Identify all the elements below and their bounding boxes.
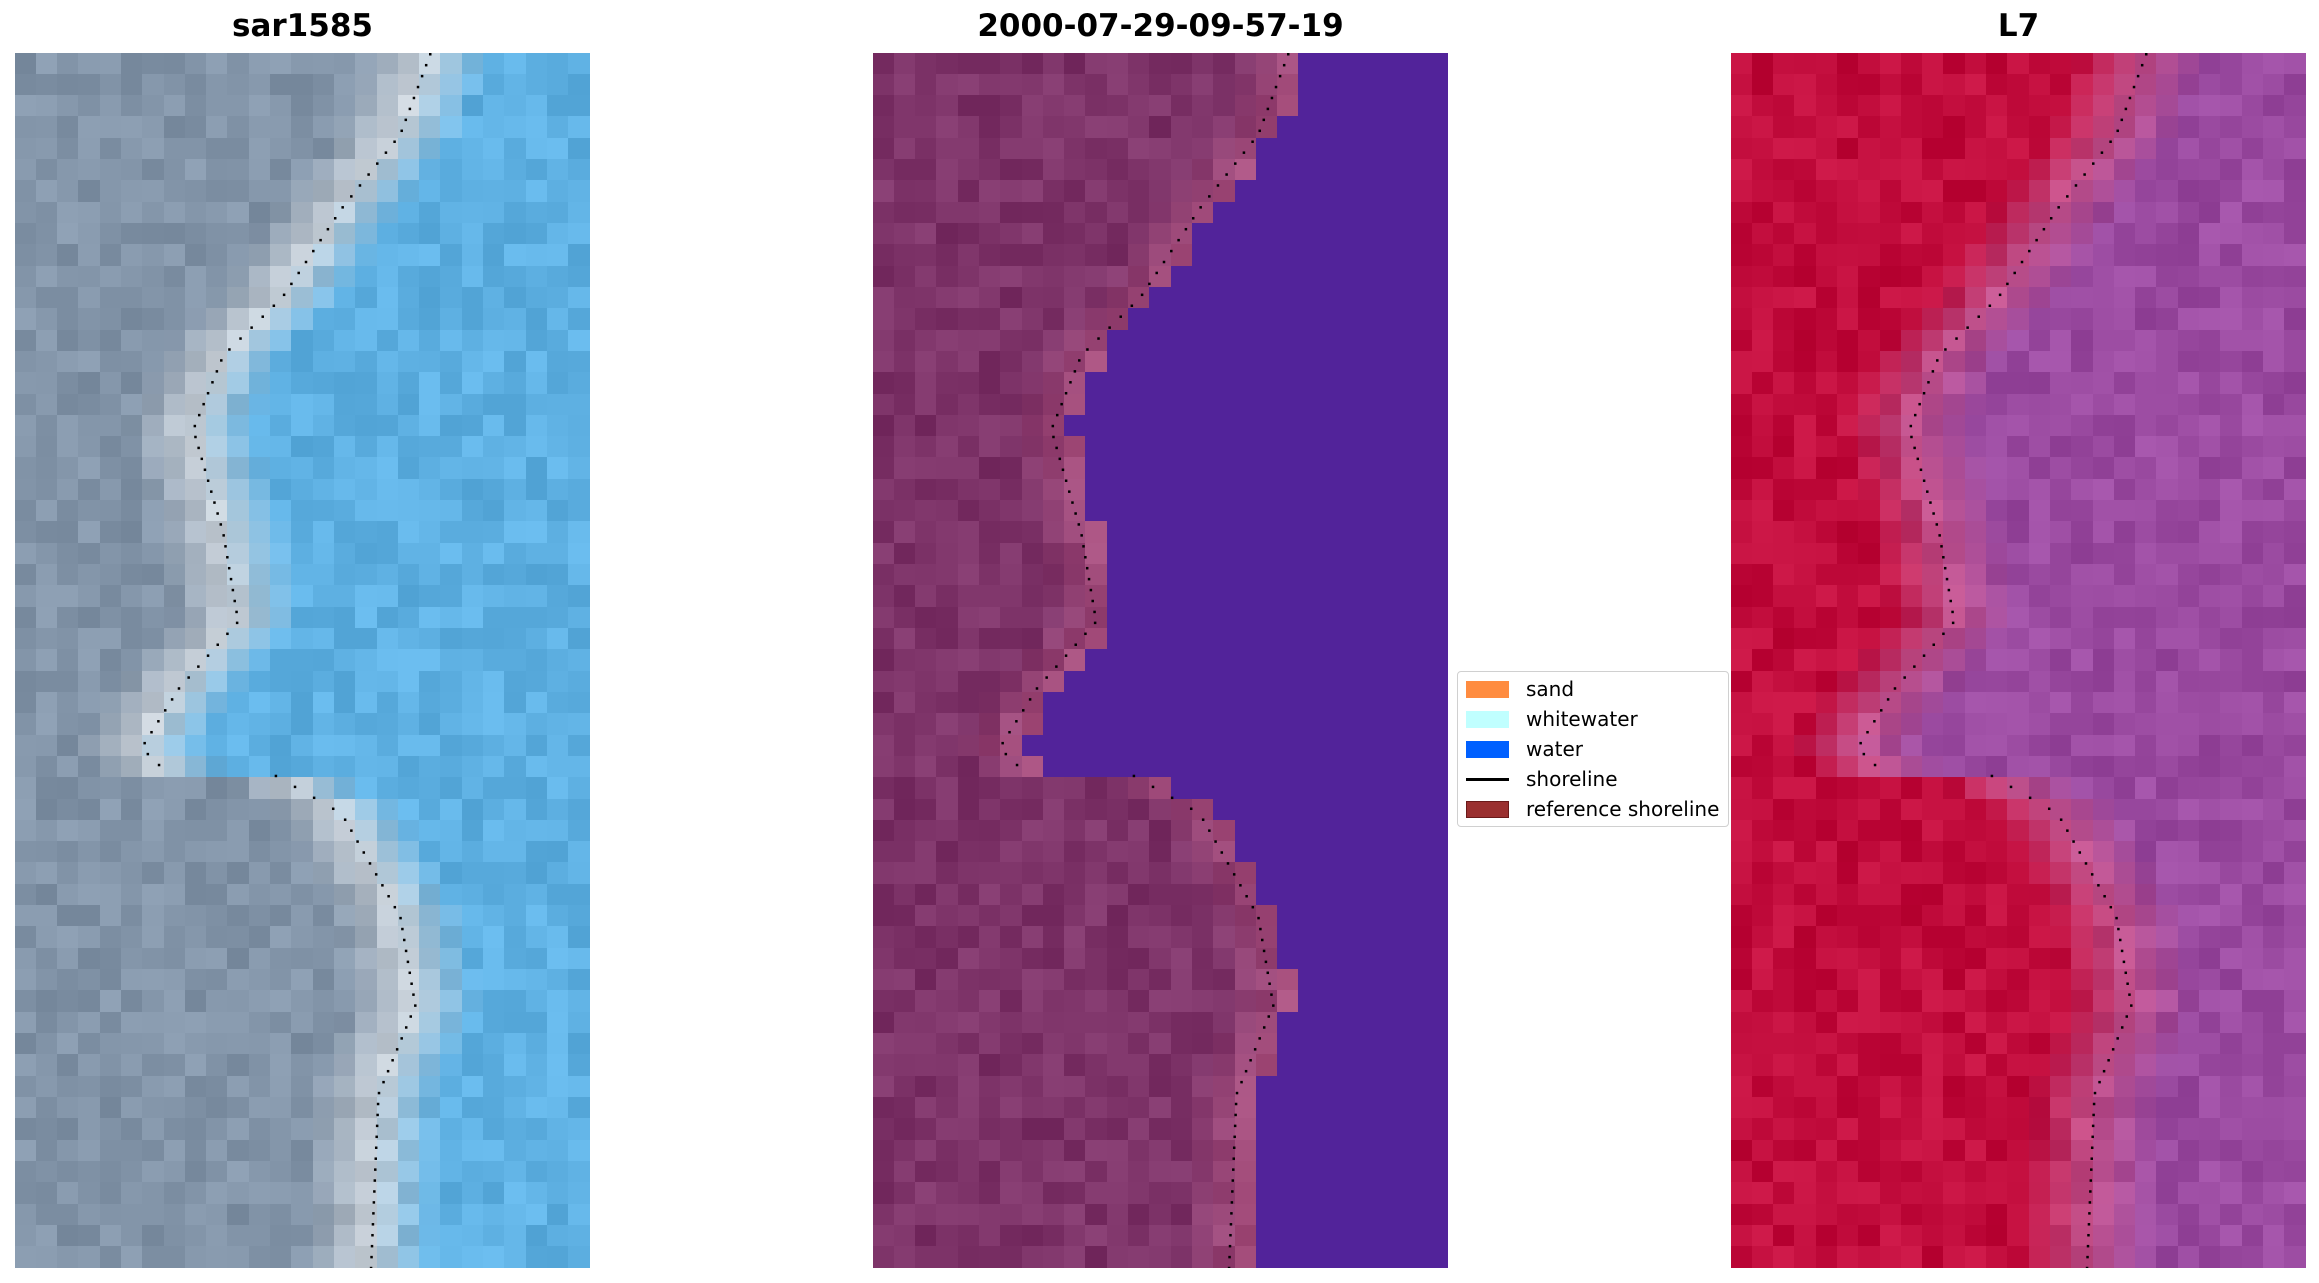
panel-title-3: L7 [1997,8,2040,44]
classified-image-panel [873,53,1448,1268]
legend-label: sand [1526,677,1575,701]
whitewater-swatch [1466,710,1509,728]
reference-shoreline-swatch [1466,800,1509,818]
index-image-panel [1731,53,2306,1268]
sand-swatch [1466,680,1509,698]
panel-title-2: 2000-07-29-09-57-19 [977,8,1344,44]
legend-item-reference-shoreline: reference shoreline [1466,794,1719,824]
shoreline-line-swatch [1466,777,1509,781]
legend-label: water [1526,737,1583,761]
panel-title-1: sar1585 [232,8,373,44]
legend-item-water: water [1466,734,1583,764]
legend-label: whitewater [1526,707,1638,731]
water-swatch [1466,740,1509,758]
legend: sand whitewater water shoreline referenc… [1457,671,1729,827]
rgb-image-panel [15,53,590,1268]
legend-label: shoreline [1526,767,1618,791]
legend-item-shoreline: shoreline [1466,764,1618,794]
legend-item-whitewater: whitewater [1466,704,1638,734]
legend-item-sand: sand [1466,674,1574,704]
legend-label: reference shoreline [1526,797,1720,821]
